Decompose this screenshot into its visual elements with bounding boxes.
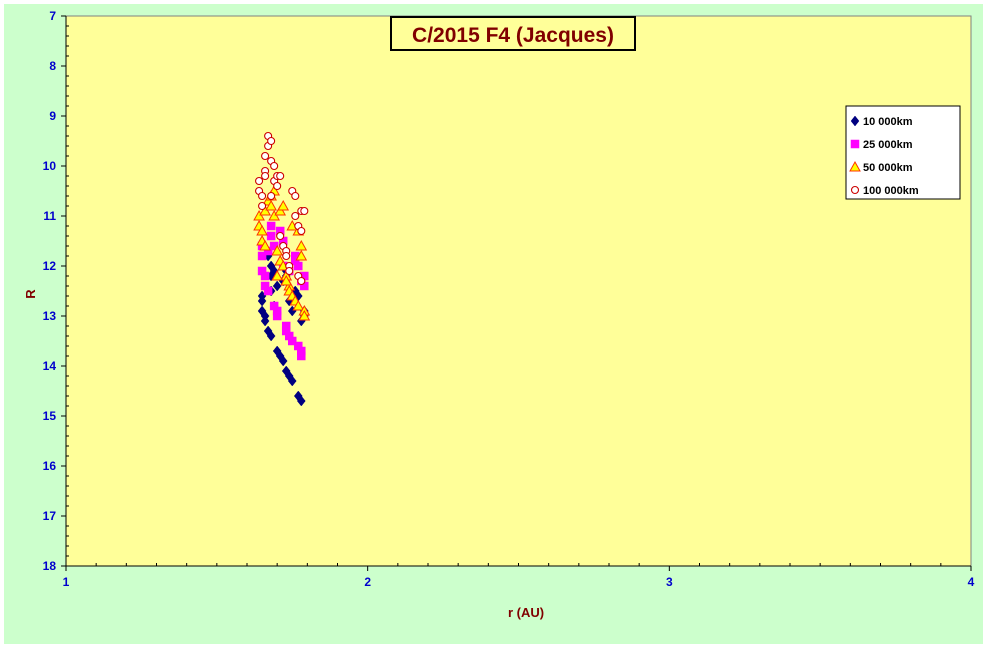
data-point <box>271 244 284 256</box>
data-point <box>255 176 264 186</box>
data-point <box>276 231 285 241</box>
data-point <box>265 199 277 211</box>
legend-box <box>845 105 961 200</box>
data-point <box>257 251 267 261</box>
data-point <box>300 206 309 216</box>
data-point <box>276 171 285 181</box>
legend: 10 000km 25 000km 50 000km 100 000km <box>845 105 961 200</box>
data-point <box>260 315 270 327</box>
data-point <box>266 330 276 342</box>
y-tick-label: 18 <box>43 559 57 573</box>
data-point <box>277 199 290 211</box>
legend-label: 10 000km <box>863 116 913 128</box>
y-axis-title: R <box>23 289 38 299</box>
y-tick-label: 15 <box>43 409 57 423</box>
data-point <box>272 280 282 292</box>
data-point <box>263 286 273 296</box>
y-tick-label: 13 <box>43 309 57 323</box>
y-tick-label: 10 <box>43 159 57 173</box>
x-tick-label: 2 <box>364 575 371 589</box>
legend-marker <box>850 115 860 127</box>
y-tick-label: 16 <box>43 459 57 473</box>
title-border <box>390 16 636 51</box>
data-point <box>288 336 297 346</box>
plot-background <box>65 15 972 567</box>
x-tick-label: 1 <box>63 575 70 589</box>
chart-title-box: C/2015 F4 (Jacques) <box>390 16 636 51</box>
data-point <box>280 274 293 286</box>
data-point <box>260 271 270 281</box>
data-point <box>291 191 300 201</box>
series-2 <box>257 221 309 361</box>
data-point <box>297 351 306 361</box>
data-point <box>282 251 291 261</box>
data-point <box>261 171 270 181</box>
data-marks <box>253 131 311 407</box>
data-point <box>272 311 282 321</box>
data-point <box>287 375 297 387</box>
data-point <box>298 309 311 321</box>
data-point <box>278 355 288 367</box>
data-point <box>273 181 282 191</box>
data-point <box>292 299 305 311</box>
series-4 <box>255 131 309 286</box>
data-point <box>258 191 267 201</box>
data-point <box>297 226 306 236</box>
data-point <box>296 395 306 407</box>
y-tick-label: 14 <box>43 359 57 373</box>
data-point <box>271 269 284 281</box>
y-tick-label: 8 <box>49 59 56 73</box>
data-point <box>269 241 279 251</box>
chart-area: 7 8 9 10 11 12 13 14 15 16 17 18 1 2 3 4 C/2015 F4 (Jac… <box>4 4 983 644</box>
legend-label: 100 000km <box>863 185 919 197</box>
x-tick-label: 4 <box>968 575 975 589</box>
legend-marker <box>849 160 861 172</box>
legend-label: 50 000km <box>863 162 913 174</box>
data-point <box>285 266 294 276</box>
data-point <box>267 136 276 146</box>
data-point <box>259 239 271 251</box>
data-point <box>258 201 267 211</box>
y-tick-label: 7 <box>49 9 56 23</box>
data-point <box>270 161 279 171</box>
data-point <box>261 151 270 161</box>
y-tick-label: 9 <box>49 109 56 123</box>
legend-label: 25 000km <box>863 139 913 151</box>
legend-marker <box>850 185 860 195</box>
data-point <box>267 191 276 201</box>
data-point <box>294 261 303 271</box>
data-point <box>297 276 306 286</box>
chart-title: C/2015 F4 (Jacques) <box>412 24 614 47</box>
data-point <box>266 221 276 231</box>
y-tick-label: 11 <box>43 209 56 223</box>
data-point <box>295 249 308 261</box>
x-axis-title: r (AU) <box>508 605 544 620</box>
legend-marker <box>850 139 860 149</box>
data-point <box>266 231 276 241</box>
y-tick-label: 17 <box>43 509 57 523</box>
y-tick-label: 12 <box>43 259 57 273</box>
data-point <box>291 211 300 221</box>
x-tick-label: 3 <box>666 575 673 589</box>
